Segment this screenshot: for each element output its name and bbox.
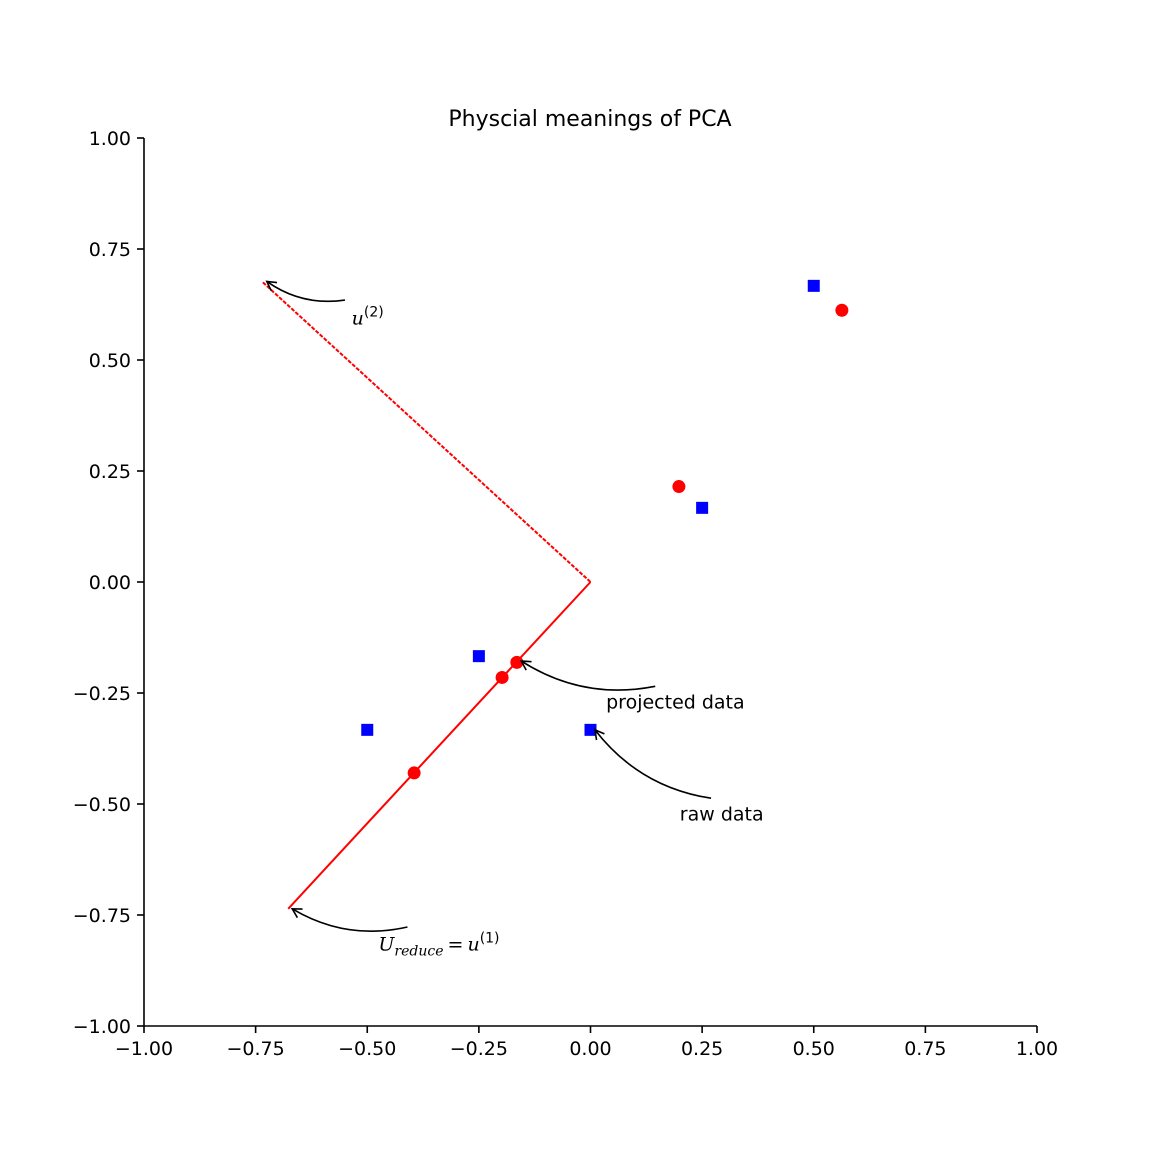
y-tick-label: 0.25 — [89, 461, 131, 483]
annotation-arrow-u2 — [265, 280, 346, 303]
x-tick-label: −0.75 — [227, 1038, 285, 1060]
projected-data-point — [495, 670, 509, 684]
x-tick-label: 1.00 — [1016, 1038, 1058, 1060]
projected-data-point — [672, 480, 686, 494]
annotation-arrow-raw — [593, 728, 712, 800]
projected-data-point — [510, 655, 524, 669]
math-symbol: u — [352, 307, 364, 329]
projected-data-point — [835, 303, 849, 317]
annotation-label-raw: raw data — [680, 803, 764, 825]
math-superscript: (2) — [364, 304, 384, 320]
annotation-label-u2: u(2) — [352, 304, 384, 329]
math-subscript: reduce — [394, 944, 443, 960]
y-tick-label: −0.75 — [73, 905, 131, 927]
math-equals: = — [448, 934, 464, 956]
projected-data-point — [407, 766, 421, 780]
y-tick-label: 0.50 — [89, 350, 131, 372]
annotation-arrow-ureduce — [290, 907, 408, 932]
x-tick-label: −0.25 — [450, 1038, 508, 1060]
annotation-label-projected: projected data — [606, 692, 745, 714]
y-tick-label: 1.00 — [89, 128, 131, 150]
math-symbol: u — [467, 934, 479, 956]
math-superscript: (1) — [480, 931, 500, 947]
u2-direction-line — [261, 280, 592, 583]
x-tick-label: −1.00 — [115, 1038, 173, 1060]
raw-data-point — [696, 501, 709, 514]
x-tick-label: 0.00 — [569, 1038, 611, 1060]
y-tick-label: −0.25 — [73, 683, 131, 705]
annotation-arrow-projected — [519, 660, 656, 691]
y-tick-label: −0.50 — [73, 794, 131, 816]
x-tick-label: −0.50 — [338, 1038, 396, 1060]
y-tick-label: −1.00 — [73, 1016, 131, 1038]
raw-data-point — [807, 279, 820, 292]
data-markers — [361, 279, 849, 780]
principal-axes — [261, 280, 592, 910]
y-tick-label: 0.75 — [89, 239, 131, 261]
u1-direction-line — [287, 581, 592, 910]
raw-data-point — [472, 650, 485, 663]
x-axis-ticks: −1.00 −0.75 −0.50 −0.25 0.00 0.25 0.50 0.75 1.00 — [115, 1026, 1058, 1060]
annotation-label-ureduce: Ureduce = u(1) — [378, 931, 499, 960]
raw-data-point — [361, 723, 374, 736]
raw-data-point — [584, 723, 597, 736]
y-tick-label: 0.00 — [89, 572, 131, 594]
math-symbol: U — [378, 934, 395, 956]
y-axis-ticks: −1.00 −0.75 −0.50 −0.25 0.00 0.25 0.50 0.75 1.00 — [73, 128, 144, 1038]
x-tick-label: 0.50 — [793, 1038, 835, 1060]
x-tick-label: 0.75 — [904, 1038, 946, 1060]
x-tick-label: 0.25 — [681, 1038, 723, 1060]
chart-title: Physcial meanings of PCA — [448, 107, 731, 132]
